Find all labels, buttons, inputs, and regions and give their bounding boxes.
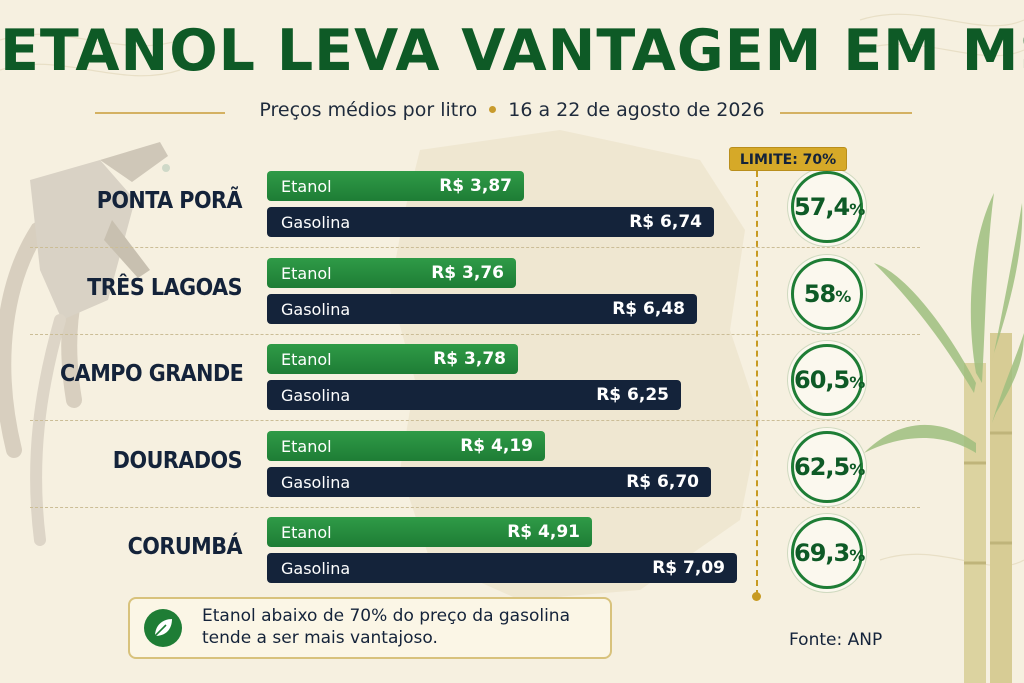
etanol-bar: Etanol R$ 3,78 xyxy=(267,344,518,374)
data-label: R$ 4,91 xyxy=(507,522,580,542)
ratio-value: 62,5 xyxy=(794,452,850,481)
note-box: Etanol abaixo de 70% do preço da gasolin… xyxy=(128,597,612,659)
chart-subtitle: Preços médios por litro 16 a 22 de agosto… xyxy=(0,99,1024,121)
sugarcane-icon xyxy=(864,193,1024,683)
subtitle-left: Preços médios por litro xyxy=(259,99,478,121)
gasolina-bar: Gasolina R$ 6,70 xyxy=(267,466,711,497)
source: Fonte: ANP xyxy=(789,630,882,650)
series-label: Gasolina xyxy=(281,559,351,578)
city-label: PONTA PORÃ xyxy=(96,188,243,214)
note-icon-circle xyxy=(144,609,182,647)
gasolina-bar: Gasolina R$ 6,48 xyxy=(267,293,697,324)
subtitle-rule-left xyxy=(95,112,225,114)
ratio-value: 58 xyxy=(803,279,836,308)
fuel-pump-nozzle-icon xyxy=(0,142,170,546)
series-label: Gasolina xyxy=(281,213,351,232)
subtitle-rule-right xyxy=(780,112,912,114)
data-label: R$ 6,74 xyxy=(629,212,702,232)
row-separator xyxy=(30,333,920,335)
city-label: TRÊS LAGOAS xyxy=(87,274,242,301)
data-label: R$ 7,09 xyxy=(652,558,725,578)
gasolina-bar: Gasolina R$ 6,74 xyxy=(267,207,714,237)
series-label: Gasolina xyxy=(281,299,351,319)
ratio-badge: 57,4% xyxy=(791,171,865,243)
series-label: Etanol xyxy=(281,436,332,456)
ratio-value: 60,5 xyxy=(794,366,850,394)
city-label: CORUMBÁ xyxy=(127,534,243,560)
row-separator xyxy=(30,247,920,248)
data-label: R$ 3,78 xyxy=(433,349,506,369)
etanol-bar: Etanol R$ 4,91 xyxy=(267,517,592,547)
source-value: ANP xyxy=(847,630,883,650)
gasolina-bar: Gasolina R$ 6,25 xyxy=(267,380,681,410)
ratio-badge: 69,3% xyxy=(791,517,865,589)
limit-line-end xyxy=(752,592,761,601)
ratio-unit: % xyxy=(835,286,851,306)
ratio-unit: % xyxy=(849,200,865,219)
data-label: R$ 6,25 xyxy=(596,385,669,405)
row-separator xyxy=(30,506,920,508)
series-label: Etanol xyxy=(281,177,332,196)
subtitle-right: 16 a 22 de agosto de 2026 xyxy=(508,99,765,121)
data-label: R$ 4,19 xyxy=(460,435,533,456)
etanol-bar: Etanol R$ 4,19 xyxy=(267,430,545,461)
city-label: CAMPO GRANDE xyxy=(60,361,244,387)
series-label: Etanol xyxy=(281,523,332,542)
ratio-badge: 60,5% xyxy=(791,344,865,416)
ratio-badge: 62,5% xyxy=(791,430,865,503)
city-label: DOURADOS xyxy=(112,447,243,474)
ratio-unit: % xyxy=(849,546,865,565)
series-label: Gasolina xyxy=(281,472,351,492)
source-label: Fonte: xyxy=(789,630,843,650)
series-label: Gasolina xyxy=(281,386,351,405)
data-label: R$ 6,70 xyxy=(626,471,699,492)
leaf-icon xyxy=(154,619,172,637)
ratio-value: 57,4 xyxy=(794,193,850,221)
ratio-unit: % xyxy=(849,373,865,392)
limit-badge: LIMITE: 70% xyxy=(729,147,847,171)
data-label: R$ 3,76 xyxy=(431,262,504,283)
series-label: Etanol xyxy=(281,350,332,369)
etanol-bar: Etanol R$ 3,87 xyxy=(267,171,524,201)
data-label: R$ 6,48 xyxy=(612,298,685,319)
chart-title: ETANOL LEVA VANTAGEM EM MS xyxy=(0,18,1024,84)
row-separator xyxy=(30,420,920,421)
note-text: Etanol abaixo de 70% do preço da gasolin… xyxy=(202,605,570,649)
data-label: R$ 3,87 xyxy=(439,176,512,196)
gasolina-bar: Gasolina R$ 7,09 xyxy=(267,553,737,583)
subtitle-dot xyxy=(489,105,497,113)
series-label: Etanol xyxy=(281,263,332,283)
ratio-unit: % xyxy=(849,459,865,479)
ratio-badge: 58% xyxy=(791,257,863,330)
limit-line xyxy=(756,171,758,596)
ratio-value: 69,3 xyxy=(794,539,850,567)
note-line-1: Etanol abaixo de 70% do preço da gasolin… xyxy=(202,606,570,626)
note-line-2: tende a ser mais vantajoso. xyxy=(202,628,438,648)
etanol-bar: Etanol R$ 3,76 xyxy=(267,257,516,288)
